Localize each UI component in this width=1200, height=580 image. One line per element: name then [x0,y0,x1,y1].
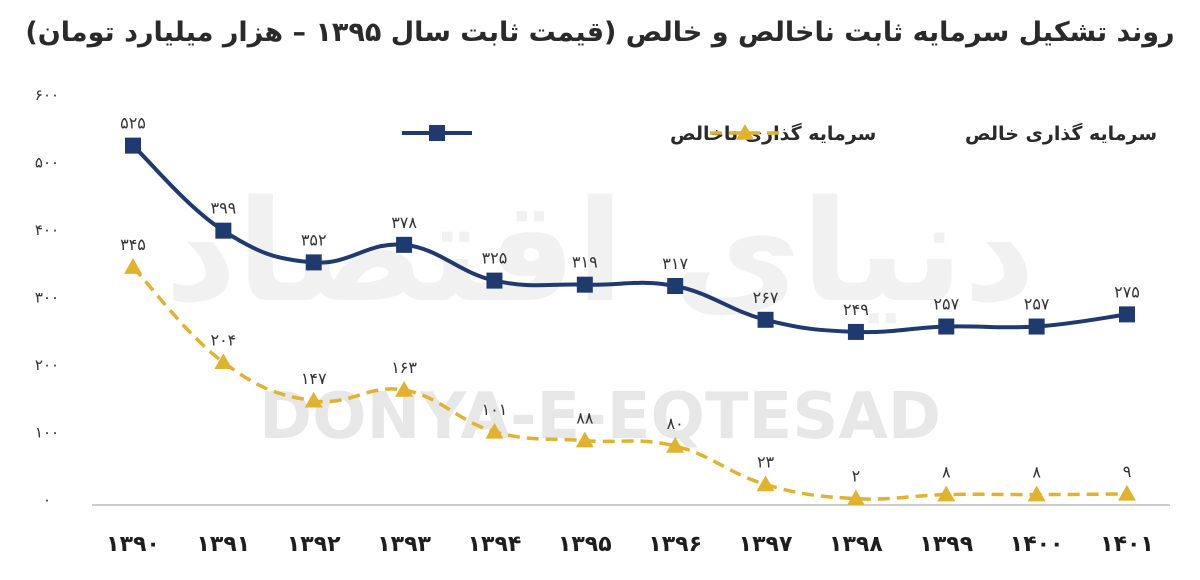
data-point-square [847,323,864,340]
data-label: ۳۵۲ [301,230,327,249]
x-tick-label: ۱۳۹۹ [919,532,973,557]
data-label: ۱۰۱ [482,400,508,419]
data-point-triangle [756,475,775,492]
data-label: ۳۷۸ [391,213,417,232]
data-label: ۲۶۷ [753,288,779,307]
data-point-triangle [575,431,594,448]
data-label: ۸۰ [667,414,684,433]
data-point-square [215,222,232,239]
data-point-square [429,125,445,141]
watermark-latin: DONYA-E-EQTESAD [259,380,941,454]
data-label: ۱۶۳ [391,358,417,377]
x-tick-label: ۱۴۰۱ [1100,532,1154,557]
axes: ۰ ۱۰۰ ۲۰۰ ۳۰۰ ۴۰۰ ۵۰۰ ۶۰۰ ۱۳۹۰ ۱۳۹۱ ۱۳۹۲ ۱۳۹۳ ۱۳۹۴ ۱… [35,86,1170,557]
data-label: ۹ [1123,462,1132,481]
data-point-triangle [937,485,956,502]
y-tick-label: ۰ [43,491,51,509]
data-point-square [1119,306,1135,323]
data-point-square [396,236,413,253]
watermark: دنیای اقتصاد DONYA-E-EQTESAD [165,171,1035,454]
x-tick-label: ۱۳۹۶ [648,532,702,557]
data-point-square [757,311,774,328]
data-label: ۳۱۷ [662,254,688,273]
data-label: ۸۸ [576,409,594,428]
data-label: ۳۲۵ [482,249,508,268]
data-point-square [1028,318,1045,335]
data-label: ۳۱۹ [572,253,598,272]
data-point-square [305,254,322,271]
y-tick-label: ۲۰۰ [35,356,59,374]
data-label: ۳۴۵ [120,235,146,254]
data-point-square [938,318,955,335]
data-point-triangle [1027,485,1046,502]
data-label: ۲۰۴ [210,330,236,349]
data-point-triangle [666,437,685,453]
series-gross: ۵۲۵ ۳۹۹ ۳۵۲ ۳۷۸ ۳۲۵ ۳۱۹ ۳۱۷ ۲۶۷ ۲۴۹ ۲۵۷ ۲۵۷ ۲۷۵ [120,114,1140,340]
data-label: ۵۲۵ [120,114,146,133]
x-tick-label: ۱۴۰۰ [1010,532,1064,557]
data-point-triangle [736,124,754,140]
data-label: ۲۷۵ [1114,282,1140,301]
data-point-square [125,137,141,154]
data-label: ۱۴۷ [301,369,327,388]
x-tick-label: ۱۳۹۵ [558,532,612,557]
watermark-persian: دنیای اقتصاد [165,171,1035,334]
data-point-triangle [395,380,414,397]
x-tick-label: ۱۳۹۳ [377,532,431,557]
y-tick-label: ۱۰۰ [35,424,59,442]
data-label: ۸ [1032,463,1041,482]
data-point-triangle [124,258,142,274]
data-point-triangle [846,489,865,506]
x-tick-label: ۱۳۹۸ [829,532,883,557]
data-point-square [486,272,503,289]
x-tick-label: ۱۳۹۴ [468,532,522,557]
data-label: ۲۵۷ [933,295,959,314]
data-label: ۲۳ [757,452,775,471]
data-point-square [667,278,684,295]
series: ۵۲۵ ۳۹۹ ۳۵۲ ۳۷۸ ۳۲۵ ۳۱۹ ۳۱۷ ۲۶۷ ۲۴۹ ۲۵۷ ۲۵۷ ۲۷۵ ۳۴۵ ۲… [120,114,1140,506]
data-label: ۲۴۹ [843,300,869,319]
x-tick-label: ۱۳۹۱ [197,532,251,557]
y-tick-label: ۵۰۰ [35,154,59,172]
legend-label-net: سرمایه گذاری خالص [965,122,1157,145]
y-tick-label: ۴۰۰ [35,221,59,239]
data-point-triangle [1118,484,1136,501]
x-tick-label: ۱۳۹۰ [106,532,160,557]
data-point-square [576,276,593,293]
y-tick-label: ۳۰۰ [35,289,59,307]
data-label: ۲۵۷ [1024,295,1050,314]
x-tick-label: ۱۳۹۲ [287,532,341,557]
y-tick-label: ۶۰۰ [35,86,59,104]
x-tick-label: ۱۳۹۷ [739,532,793,557]
data-point-triangle [214,353,233,370]
data-point-triangle [485,422,504,439]
chart-title: روند تشکیل سرمایه ثابت ناخالص و خالص (قی… [25,17,1175,48]
data-label: ۸ [942,463,951,482]
data-label: ۲ [852,467,861,486]
data-point-triangle [304,391,323,408]
data-label: ۳۹۹ [210,199,236,218]
